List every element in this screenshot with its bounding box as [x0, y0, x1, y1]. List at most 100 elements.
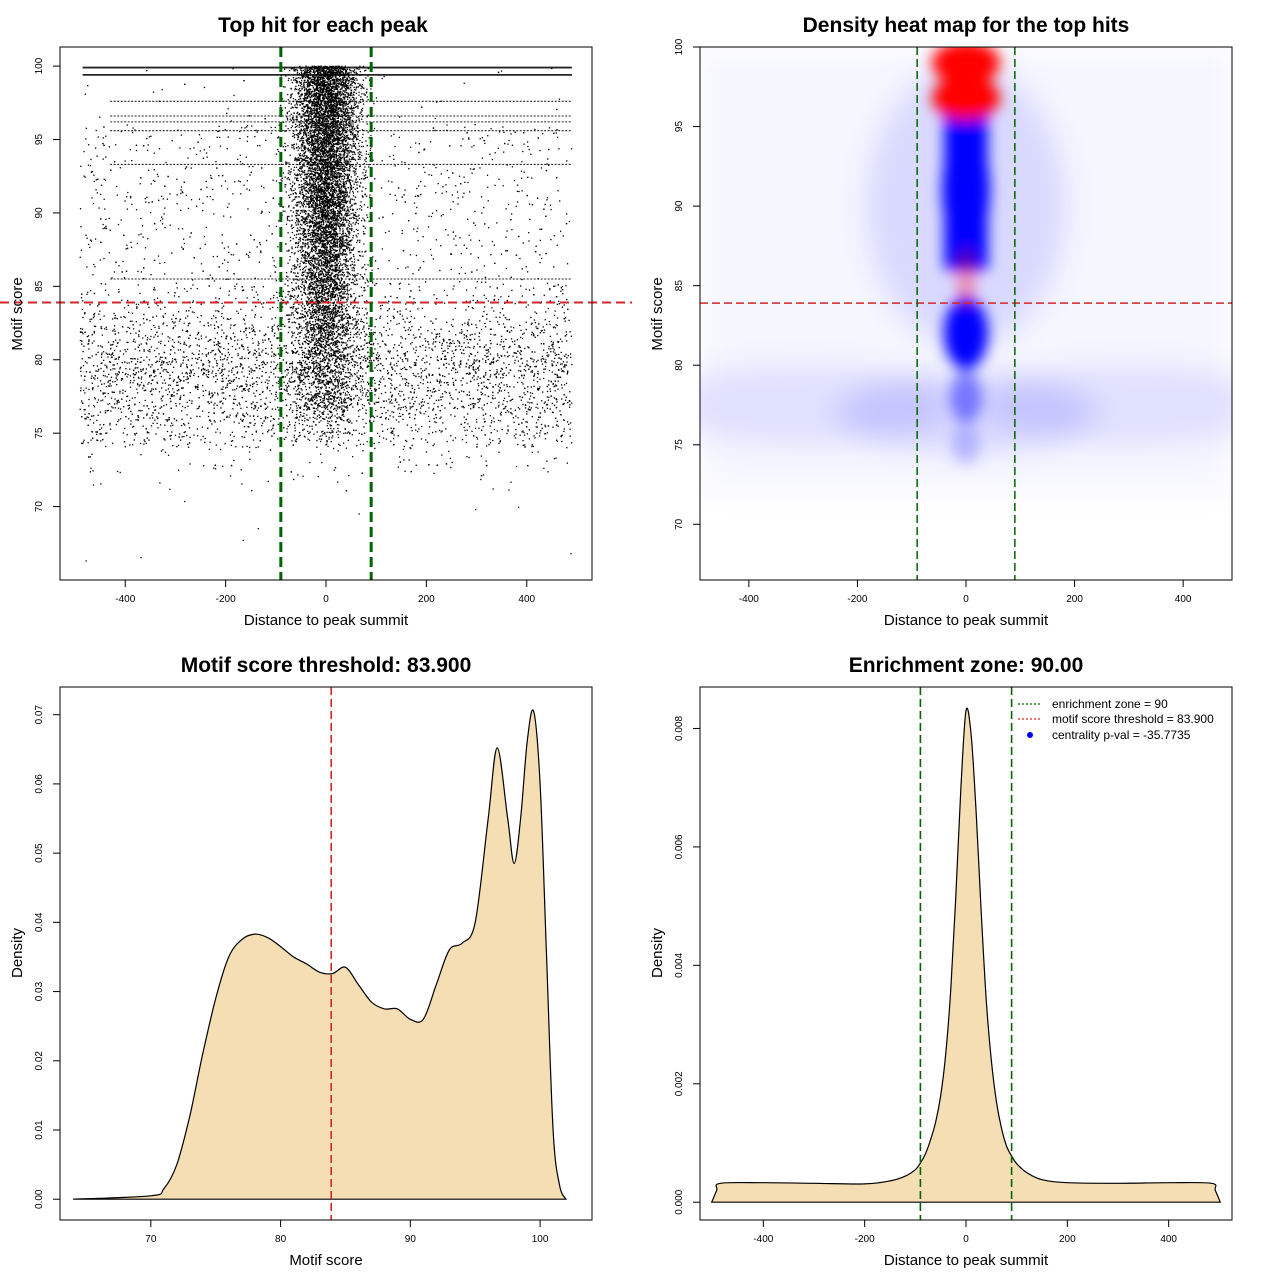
point: [137, 334, 140, 336]
point: [484, 276, 487, 279]
point: [487, 358, 489, 361]
point: [488, 444, 490, 446]
point: [304, 362, 306, 364]
point: [489, 353, 492, 355]
point: [217, 344, 219, 347]
point: [125, 400, 128, 402]
point: [303, 409, 305, 411]
point: [137, 419, 139, 421]
point: [268, 429, 270, 431]
point: [306, 403, 309, 405]
point: [362, 443, 365, 445]
point: [415, 364, 417, 366]
point: [228, 318, 230, 321]
point: [344, 375, 346, 378]
point: [513, 179, 516, 182]
point: [86, 293, 88, 295]
point: [230, 324, 232, 326]
point: [352, 351, 354, 353]
point: [413, 202, 416, 204]
point: [265, 363, 267, 366]
point: [253, 328, 255, 331]
point: [549, 204, 552, 206]
point: [392, 347, 395, 349]
point: [145, 442, 147, 445]
point: [546, 354, 548, 357]
point: [80, 370, 82, 372]
point: [171, 252, 173, 254]
point: [507, 425, 509, 427]
point: [202, 209, 204, 212]
point: [556, 108, 558, 111]
point: [160, 367, 163, 369]
point: [255, 405, 257, 407]
point: [552, 383, 554, 385]
point: [503, 345, 505, 348]
point: [152, 179, 155, 182]
point: [260, 381, 263, 383]
point: [325, 211, 327, 213]
point: [439, 429, 441, 432]
point: [360, 361, 362, 364]
point: [265, 239, 268, 242]
point: [358, 353, 361, 356]
point: [378, 354, 381, 357]
point: [462, 349, 465, 351]
point: [477, 256, 479, 259]
point: [321, 368, 323, 370]
point: [282, 417, 284, 419]
point: [432, 341, 435, 343]
point: [560, 351, 562, 354]
point: [539, 261, 541, 264]
point: [547, 307, 549, 310]
point: [390, 283, 392, 285]
point: [154, 405, 157, 407]
point: [184, 168, 187, 170]
point: [448, 373, 450, 375]
point: [318, 414, 320, 416]
point: [320, 340, 322, 343]
point: [298, 326, 301, 329]
point: [294, 393, 296, 395]
point: [107, 294, 110, 296]
point: [140, 454, 142, 456]
point: [259, 241, 261, 244]
point: [435, 417, 437, 419]
point: [275, 393, 277, 396]
point: [87, 291, 89, 294]
point: [328, 327, 330, 329]
point: [150, 335, 152, 338]
point: [552, 351, 555, 353]
point: [155, 356, 157, 358]
point: [564, 366, 566, 368]
point: [144, 389, 147, 391]
point: [459, 237, 461, 239]
point: [265, 347, 267, 350]
point: [166, 198, 169, 200]
point: [233, 435, 235, 438]
point: [123, 406, 125, 408]
point: [402, 418, 404, 420]
point: [192, 284, 194, 286]
point: [149, 417, 151, 419]
point: [97, 439, 99, 442]
point: [403, 445, 405, 448]
point: [177, 377, 179, 379]
point: [243, 436, 246, 438]
point: [213, 404, 215, 406]
point: [475, 368, 477, 371]
point: [357, 229, 359, 232]
point: [471, 363, 474, 365]
point: [496, 353, 499, 355]
point: [465, 362, 468, 365]
point: [173, 418, 175, 420]
point: [124, 361, 126, 363]
point: [541, 363, 544, 365]
point: [169, 435, 171, 437]
point: [152, 370, 155, 372]
point: [175, 419, 178, 422]
point: [83, 150, 85, 153]
point: [339, 225, 341, 228]
point: [460, 266, 463, 269]
point: [154, 334, 157, 336]
